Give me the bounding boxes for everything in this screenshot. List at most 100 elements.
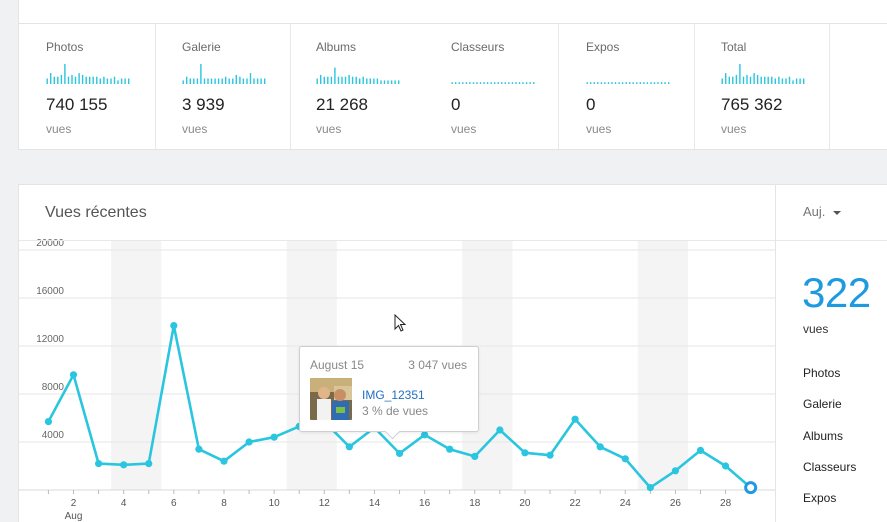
sparkline-bar [632,82,634,84]
sparkline-bar [511,82,514,84]
sparkline-bar [85,76,87,84]
sparkline-bar [253,78,255,84]
sparkline-bar [182,80,184,84]
data-point[interactable] [120,461,128,469]
data-point[interactable] [170,322,178,330]
summary-item-classeurs[interactable]: Classeurs [803,460,857,474]
data-point[interactable] [69,371,78,379]
sparkline-bar [664,82,666,84]
sparkline [451,82,535,84]
data-point[interactable] [345,443,353,451]
summary-item-photos[interactable]: Photos [803,366,841,380]
sparkline-bar [221,78,223,84]
data-point[interactable] [44,418,53,426]
sparkline-bar [242,78,245,84]
sparkline-bar [398,80,400,84]
data-point[interactable] [621,455,629,463]
sparkline-bar [795,78,798,84]
data-point[interactable] [671,467,680,475]
x-tick-label: 22 [570,498,582,509]
sparkline-bar [196,78,199,84]
period-dropdown[interactable]: Auj. [803,204,842,219]
stat-unit: vues [46,122,72,136]
sparkline-bar [362,76,364,84]
sparkline-bar [803,78,805,84]
sparkline-bar [344,76,347,84]
sparkline-bar [501,82,503,84]
sparkline-bar [387,80,389,84]
data-point[interactable] [94,460,103,468]
data-point[interactable] [721,462,730,470]
stat-photos[interactable]: Photos 740 155 vues [19,24,155,149]
stat-label: Classeurs [451,40,505,54]
sparkline-bar [746,74,748,84]
data-point[interactable] [270,433,278,441]
data-point[interactable] [596,443,604,451]
data-point[interactable] [646,484,654,492]
sparkline-bar [246,78,248,84]
stats-panel: Photos 740 155 vues Galerie 3 939 vues A… [18,23,887,150]
sparkline-bar [355,76,357,84]
data-point[interactable] [696,446,705,454]
sparkline-bar [323,76,325,84]
summary-item-expos[interactable]: Expos [803,491,837,505]
current-day-point[interactable] [744,481,758,495]
stat-classeurs[interactable]: Classeurs 0 vues [424,24,559,149]
sparkline-bar [597,82,599,84]
sparkline-bar [64,64,66,84]
sparkline-bar [78,73,80,84]
data-point[interactable] [446,445,454,453]
stat-galerie[interactable]: Galerie 3 939 vues [155,24,290,149]
data-point[interactable] [521,449,529,457]
sparkline-bar [625,82,627,84]
summary-item-albums[interactable]: Albums [803,429,844,443]
data-point[interactable] [245,438,253,446]
sparkline-bar [99,78,101,84]
divider [829,24,830,149]
mouse-cursor-icon [394,314,407,332]
sparkline-bar [767,76,769,84]
stat-total[interactable]: Total 765 362 vues [694,24,829,149]
sparkline-bar [235,74,237,84]
sparkline-bar [590,82,592,84]
stat-value: 3 939 [182,95,225,114]
data-point[interactable] [145,460,153,468]
stat-expos[interactable]: Expos 0 vues [559,24,694,149]
stat-value: 740 155 [46,95,108,114]
sparkline-bar [186,76,188,84]
summary-item-galerie[interactable]: Galerie [803,397,842,411]
y-tick-label: 20000 [36,238,64,249]
sparkline-bar [60,74,63,84]
sparkline-bar [518,82,521,84]
x-tick-label: 24 [620,498,632,509]
data-point[interactable] [571,415,579,423]
sparkline-bar [739,64,741,84]
data-point[interactable] [395,449,404,458]
sparkline-bar [67,76,70,84]
x-tick-label: 20 [519,498,531,509]
stat-label: Expos [586,40,620,54]
data-point[interactable] [220,457,228,465]
tooltip-photo-share: 3 % de vues [362,404,429,418]
sparkline-bar [193,78,195,84]
sparkline-bar [668,82,670,84]
data-point[interactable] [471,452,479,460]
sparkline-bar [621,82,624,84]
sparkline-bar [334,67,336,84]
stat-albums[interactable]: Albums 21 268 vues [289,24,424,149]
photo-thumbnail[interactable] [310,378,352,420]
divider [694,24,695,149]
data-point[interactable] [496,426,504,434]
data-point[interactable] [195,445,203,453]
stat-label: Albums [316,40,357,54]
sparkline-bar [600,82,603,84]
sparkline-bar [472,82,475,84]
data-point[interactable] [421,431,429,439]
tooltip-views: 3 047 vues [408,358,467,372]
sparkline-bar [89,76,91,84]
data-point[interactable] [546,451,554,459]
tooltip-photo-link[interactable]: IMG_12351 [362,388,425,402]
sparkline-bar [465,82,468,84]
sparkline-bar [383,80,386,84]
